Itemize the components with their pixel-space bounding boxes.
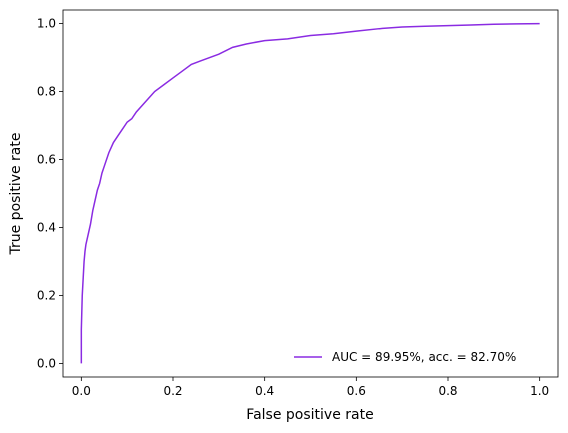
x-tick-label: 0.2	[163, 384, 182, 398]
x-tick-label: 0.0	[72, 384, 91, 398]
x-tick-label: 0.6	[347, 384, 366, 398]
y-axis-title: True positive rate	[8, 133, 24, 256]
x-axis-title: False positive rate	[246, 407, 373, 423]
x-axis-ticks: 0.0 0.2 0.4 0.6 0.8 1.0	[72, 377, 549, 398]
y-tick-label: 0.6	[37, 153, 56, 167]
plot-frame	[62, 9, 559, 378]
y-tick-label: 0.8	[37, 85, 56, 99]
legend-label: AUC = 89.95%, acc. = 82.70%	[332, 350, 516, 364]
y-axis-ticks: 0.0 0.2 0.4 0.6 0.8 1.0	[37, 17, 63, 370]
legend: AUC = 89.95%, acc. = 82.70%	[294, 350, 516, 364]
x-tick-label: 0.8	[438, 384, 457, 398]
x-tick-label: 0.4	[255, 384, 274, 398]
y-tick-label: 0.0	[37, 356, 56, 370]
y-tick-label: 0.2	[37, 288, 56, 302]
y-tick-label: 0.4	[37, 220, 56, 234]
y-tick-label: 1.0	[37, 17, 56, 31]
x-tick-label: 1.0	[530, 384, 549, 398]
roc-curve	[80, 22, 540, 364]
